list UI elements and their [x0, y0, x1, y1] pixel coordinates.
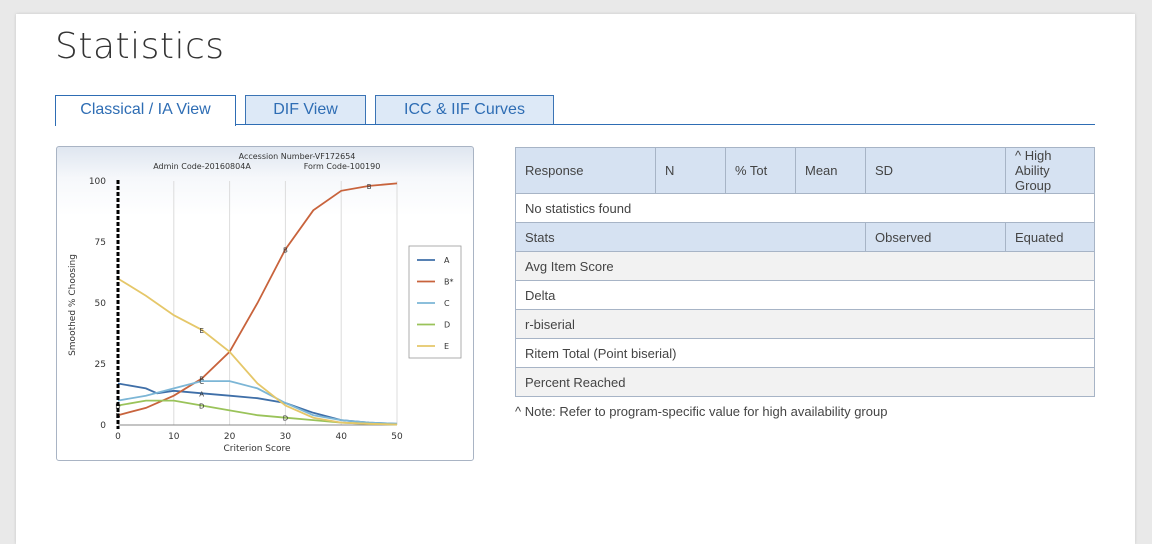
chart-header-accession: Accession Number-VF172654	[239, 152, 356, 161]
chart-header-admin-code: Admin Code-20160804A	[153, 162, 251, 171]
legend-label: A	[444, 256, 450, 265]
table-row: Ritem Total (Point biserial)	[515, 338, 1095, 368]
table-row: r-biserial	[515, 309, 1095, 339]
series-marker: D	[199, 402, 204, 410]
series-line-c	[117, 380, 398, 425]
y-tick-label: 100	[89, 177, 106, 187]
chart-y-label: Smoothed % Choosing	[68, 254, 78, 356]
item-analysis-chart: Accession Number-VF172654 Admin Code-201…	[56, 146, 474, 461]
row-label: Ritem Total (Point biserial)	[515, 338, 1095, 368]
row-label: r-biserial	[515, 309, 1095, 339]
stats-header-row: Stats Observed Equated	[515, 222, 1095, 252]
table-row: Delta	[515, 280, 1095, 310]
legend-label: B*	[444, 278, 454, 287]
chart-lines: ABBBBCDDDE	[115, 182, 398, 426]
chart-svg: Accession Number-VF172654 Admin Code-201…	[68, 152, 462, 454]
x-tick-label: 20	[224, 432, 236, 442]
tab-icc-iif-curves[interactable]: ICC & IIF Curves	[375, 95, 554, 124]
x-tick-label: 0	[115, 432, 121, 442]
chart-grid	[118, 181, 398, 426]
col-high-ability-group: ^ High Ability Group	[1005, 147, 1095, 194]
series-line-a	[117, 382, 398, 425]
y-tick-label: 0	[100, 421, 106, 431]
x-tick-label: 50	[391, 432, 403, 442]
chart-header-form-code: Form Code-100190	[304, 162, 381, 171]
x-tick-label: 40	[335, 432, 347, 442]
series-line-b	[117, 182, 398, 417]
tab-classical-ia-view[interactable]: Classical / IA View	[55, 95, 236, 126]
y-tick-label: 25	[95, 360, 106, 370]
empty-row: No statistics found	[515, 193, 1095, 223]
response-header-row: Response N % Tot Mean SD ^ High Ability …	[515, 147, 1095, 194]
legend-label: C	[444, 299, 450, 308]
table-row: Avg Item Score	[515, 251, 1095, 281]
col-response: Response	[515, 147, 656, 194]
series-line-e	[117, 277, 398, 426]
x-tick-label: 10	[168, 432, 180, 442]
col-n: N	[655, 147, 726, 194]
series-marker: C	[199, 378, 204, 386]
chart-legend: A B* C D E	[408, 245, 462, 359]
series-marker: B	[367, 183, 372, 191]
series-marker: D	[115, 402, 120, 410]
series-marker: A	[199, 390, 204, 398]
tab-bar: Classical / IA View DIF View ICC & IIF C…	[55, 95, 1095, 126]
col-observed: Observed	[865, 222, 1006, 252]
y-tick-label: 50	[95, 299, 107, 309]
series-marker: B	[199, 376, 204, 384]
row-label: Delta	[515, 280, 1095, 310]
chart-x-label: Criterion Score	[223, 444, 290, 454]
col-pct-tot: % Tot	[725, 147, 796, 194]
row-label: Avg Item Score	[515, 251, 1095, 281]
col-equated: Equated	[1005, 222, 1095, 252]
series-marker: B	[283, 246, 288, 254]
chart-ticks: 0 10 20 30 40 50 0 25 50 75 100	[89, 177, 403, 442]
col-sd: SD	[865, 147, 1006, 194]
page-title: Statistics	[55, 26, 225, 67]
statistics-table: Response N % Tot Mean SD ^ High Ability …	[515, 147, 1095, 397]
x-tick-label: 30	[280, 432, 292, 442]
tab-underline	[55, 124, 1095, 125]
legend-label: D	[444, 321, 450, 330]
footnote: ^ Note: Refer to program-specific value …	[515, 404, 888, 419]
tab-dif-view[interactable]: DIF View	[245, 95, 366, 124]
row-label: Percent Reached	[515, 367, 1095, 397]
table-row: Percent Reached	[515, 367, 1095, 397]
no-statistics-message: No statistics found	[515, 193, 1095, 223]
y-tick-label: 75	[95, 238, 106, 248]
series-marker: E	[199, 327, 203, 335]
legend-box	[408, 245, 462, 359]
legend-label: E	[444, 342, 449, 351]
col-stats: Stats	[515, 222, 866, 252]
series-marker: D	[283, 415, 288, 423]
col-mean: Mean	[795, 147, 866, 194]
